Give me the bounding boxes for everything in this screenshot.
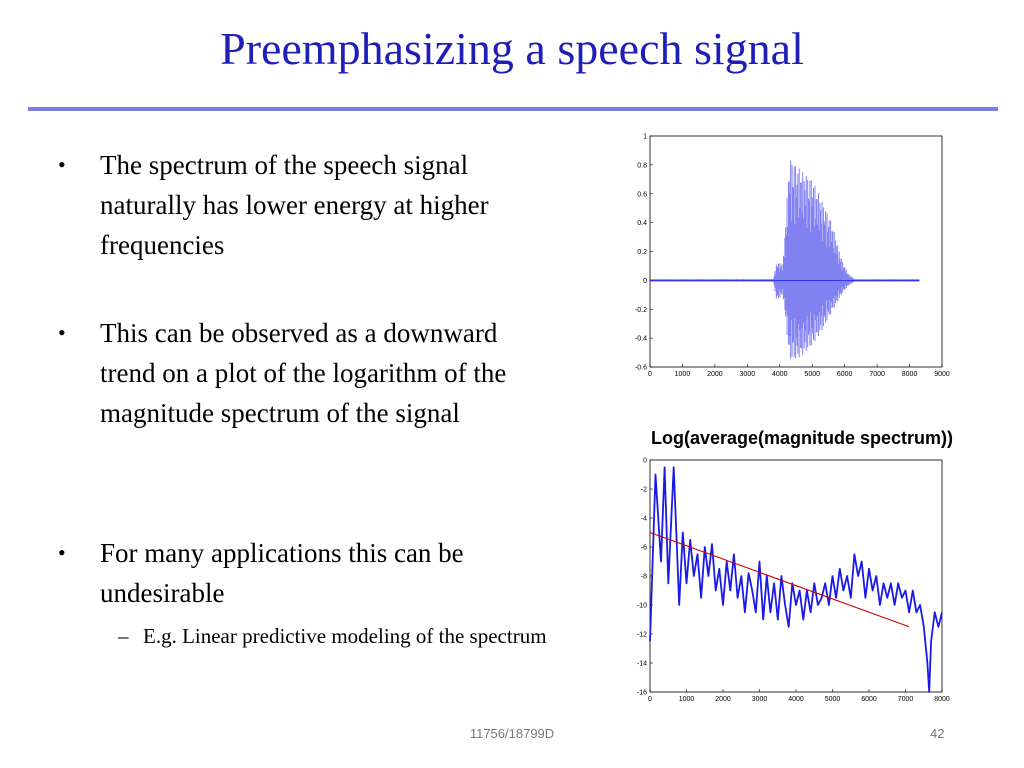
x-tick-label: 8000: [934, 696, 950, 703]
y-tick-label: -16: [637, 690, 647, 697]
x-tick-label: 3000: [752, 696, 768, 703]
x-tick-label: 9000: [934, 371, 950, 378]
y-tick-label: 1: [643, 134, 647, 141]
sub-bullet-text: E.g. Linear predictive modeling of the s…: [143, 624, 547, 648]
sub-bullet-item: – E.g. Linear predictive modeling of the…: [118, 621, 548, 652]
trend-line: [649, 531, 910, 628]
footer-course-number: 11756/18799D: [469, 726, 555, 741]
spectrum-chart-title: Log(average(magnitude spectrum)): [650, 428, 954, 448]
x-tick-label: 6000: [837, 371, 853, 378]
y-tick-label: -2: [641, 487, 647, 494]
y-tick-label: -6: [641, 545, 647, 552]
x-tick-label: 7000: [898, 696, 914, 703]
bullet-item: • For many applications this can be unde…: [58, 533, 538, 613]
bullet-text: For many applications this can be undesi…: [100, 538, 464, 608]
x-tick-label: 2000: [715, 696, 731, 703]
x-tick-label: 5000: [825, 696, 841, 703]
spectrum-chart: 0 1000 2000 3000 4000 5000 6000 7000 8000 0 -2 -4 -6…: [637, 458, 950, 704]
y-tick-label: -14: [637, 661, 647, 668]
slide-number: 42: [930, 726, 945, 741]
y-tick-label: -10: [637, 603, 647, 610]
x-tick-label: 1000: [675, 371, 691, 378]
bullet-dot-icon: •: [58, 320, 66, 345]
y-tick-label: -4: [641, 516, 647, 523]
waveform-chart: 0 1000 2000 3000 4000 5000 6000 7000 8000 9000 1 0.…: [635, 134, 950, 379]
bullet-item: • This can be observed as a downward tre…: [58, 313, 538, 433]
x-tick-label: 6000: [861, 696, 877, 703]
x-tick-label: 2000: [707, 371, 723, 378]
bullet-dot-icon: •: [58, 540, 66, 565]
bullet-text: The spectrum of the speech signal natura…: [100, 150, 489, 260]
x-tick-label: 4000: [788, 696, 804, 703]
x-tick-label: 8000: [902, 371, 918, 378]
slide-title: Preemphasizing a speech signal: [220, 23, 804, 74]
bullet-item: • The spectrum of the speech signal natu…: [58, 145, 538, 265]
y-tick-label: 0: [643, 458, 647, 465]
bullet-text: This can be observed as a downward trend…: [100, 318, 507, 428]
y-tick-label: 0.8: [637, 162, 647, 169]
x-tick-label: 0: [648, 696, 652, 703]
title-divider: [28, 107, 998, 111]
spectrum-line: [649, 466, 943, 693]
x-tick-label: 0: [648, 371, 652, 378]
y-tick-label: 0.4: [637, 220, 647, 227]
x-tick-label: 1000: [679, 696, 695, 703]
y-tick-label: 0.6: [637, 191, 647, 198]
y-tick-label: -0.4: [635, 336, 647, 343]
y-tick-label: -0.6: [635, 365, 647, 372]
x-tick-label: 7000: [869, 371, 885, 378]
x-tick-label: 3000: [740, 371, 756, 378]
y-tick-label: -0.2: [635, 307, 647, 314]
x-tick-label: 4000: [772, 371, 788, 378]
y-tick-label: 0.2: [637, 249, 647, 256]
bullet-dot-icon: •: [58, 152, 66, 177]
x-tick-label: 5000: [804, 371, 820, 378]
y-tick-label: -12: [637, 632, 647, 639]
y-tick-label: -8: [641, 574, 647, 581]
dash-icon: –: [118, 624, 129, 648]
y-tick-label: 0: [643, 278, 647, 285]
